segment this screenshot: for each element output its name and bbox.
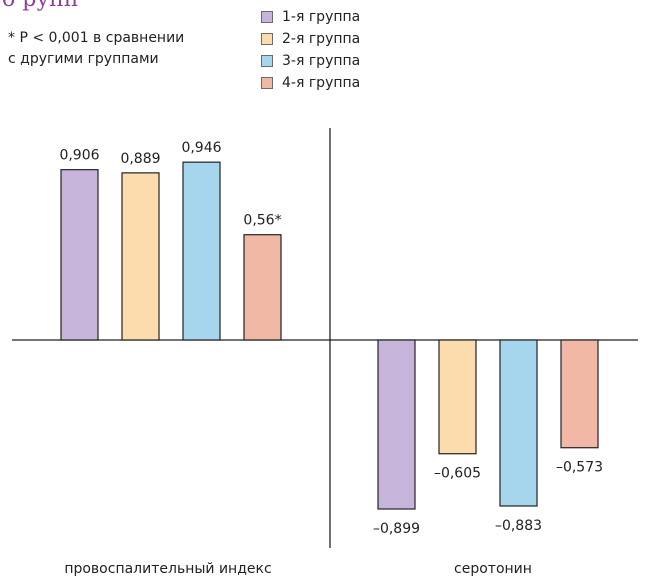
legend-item-group-1: 1-я группа: [261, 6, 360, 28]
legend: 1-я группа 2-я группа 3-я группа 4-я гру…: [261, 6, 360, 94]
category-label: серотонин: [454, 561, 532, 577]
legend-item-group-2: 2-я группа: [261, 28, 360, 50]
bar-1-1: [60, 169, 99, 341]
note-line-2: с другими группами: [8, 51, 159, 67]
bar-3-1: [182, 161, 221, 341]
legend-swatch: [261, 77, 273, 89]
legend-label: 2-я группа: [282, 31, 361, 47]
bar-2-2: [438, 339, 477, 455]
note-line-1: * P < 0,001 в сравнении: [8, 30, 185, 46]
value-label: –0,573: [556, 460, 603, 476]
bar-2-1: [121, 172, 160, 341]
value-label: 0,946: [181, 140, 221, 156]
value-label: 0,889: [120, 151, 160, 167]
bar-1-2: [377, 339, 416, 510]
bar-3-2: [499, 339, 538, 507]
significance-note: * P < 0,001 в сравнении с другими группа…: [8, 28, 184, 70]
partial-heading: б рупп: [2, 0, 79, 12]
value-label: –0,605: [434, 466, 481, 482]
bar-4-1: [243, 234, 282, 341]
category-label: провоспалительный индекс: [64, 561, 271, 577]
legend-swatch: [261, 55, 273, 67]
legend-item-group-3: 3-я группа: [261, 50, 360, 72]
value-label: 0,56*: [243, 213, 281, 229]
legend-swatch: [261, 11, 273, 23]
bar-4-2: [560, 339, 599, 449]
legend-label: 3-я группа: [282, 53, 361, 69]
legend-label: 4-я группа: [282, 75, 361, 91]
legend-swatch: [261, 33, 273, 45]
legend-item-group-4: 4-я группа: [261, 72, 360, 94]
value-label: –0,883: [495, 518, 542, 534]
value-label: –0,899: [373, 521, 420, 537]
legend-label: 1-я группа: [282, 9, 361, 25]
value-label: 0,906: [59, 148, 99, 164]
